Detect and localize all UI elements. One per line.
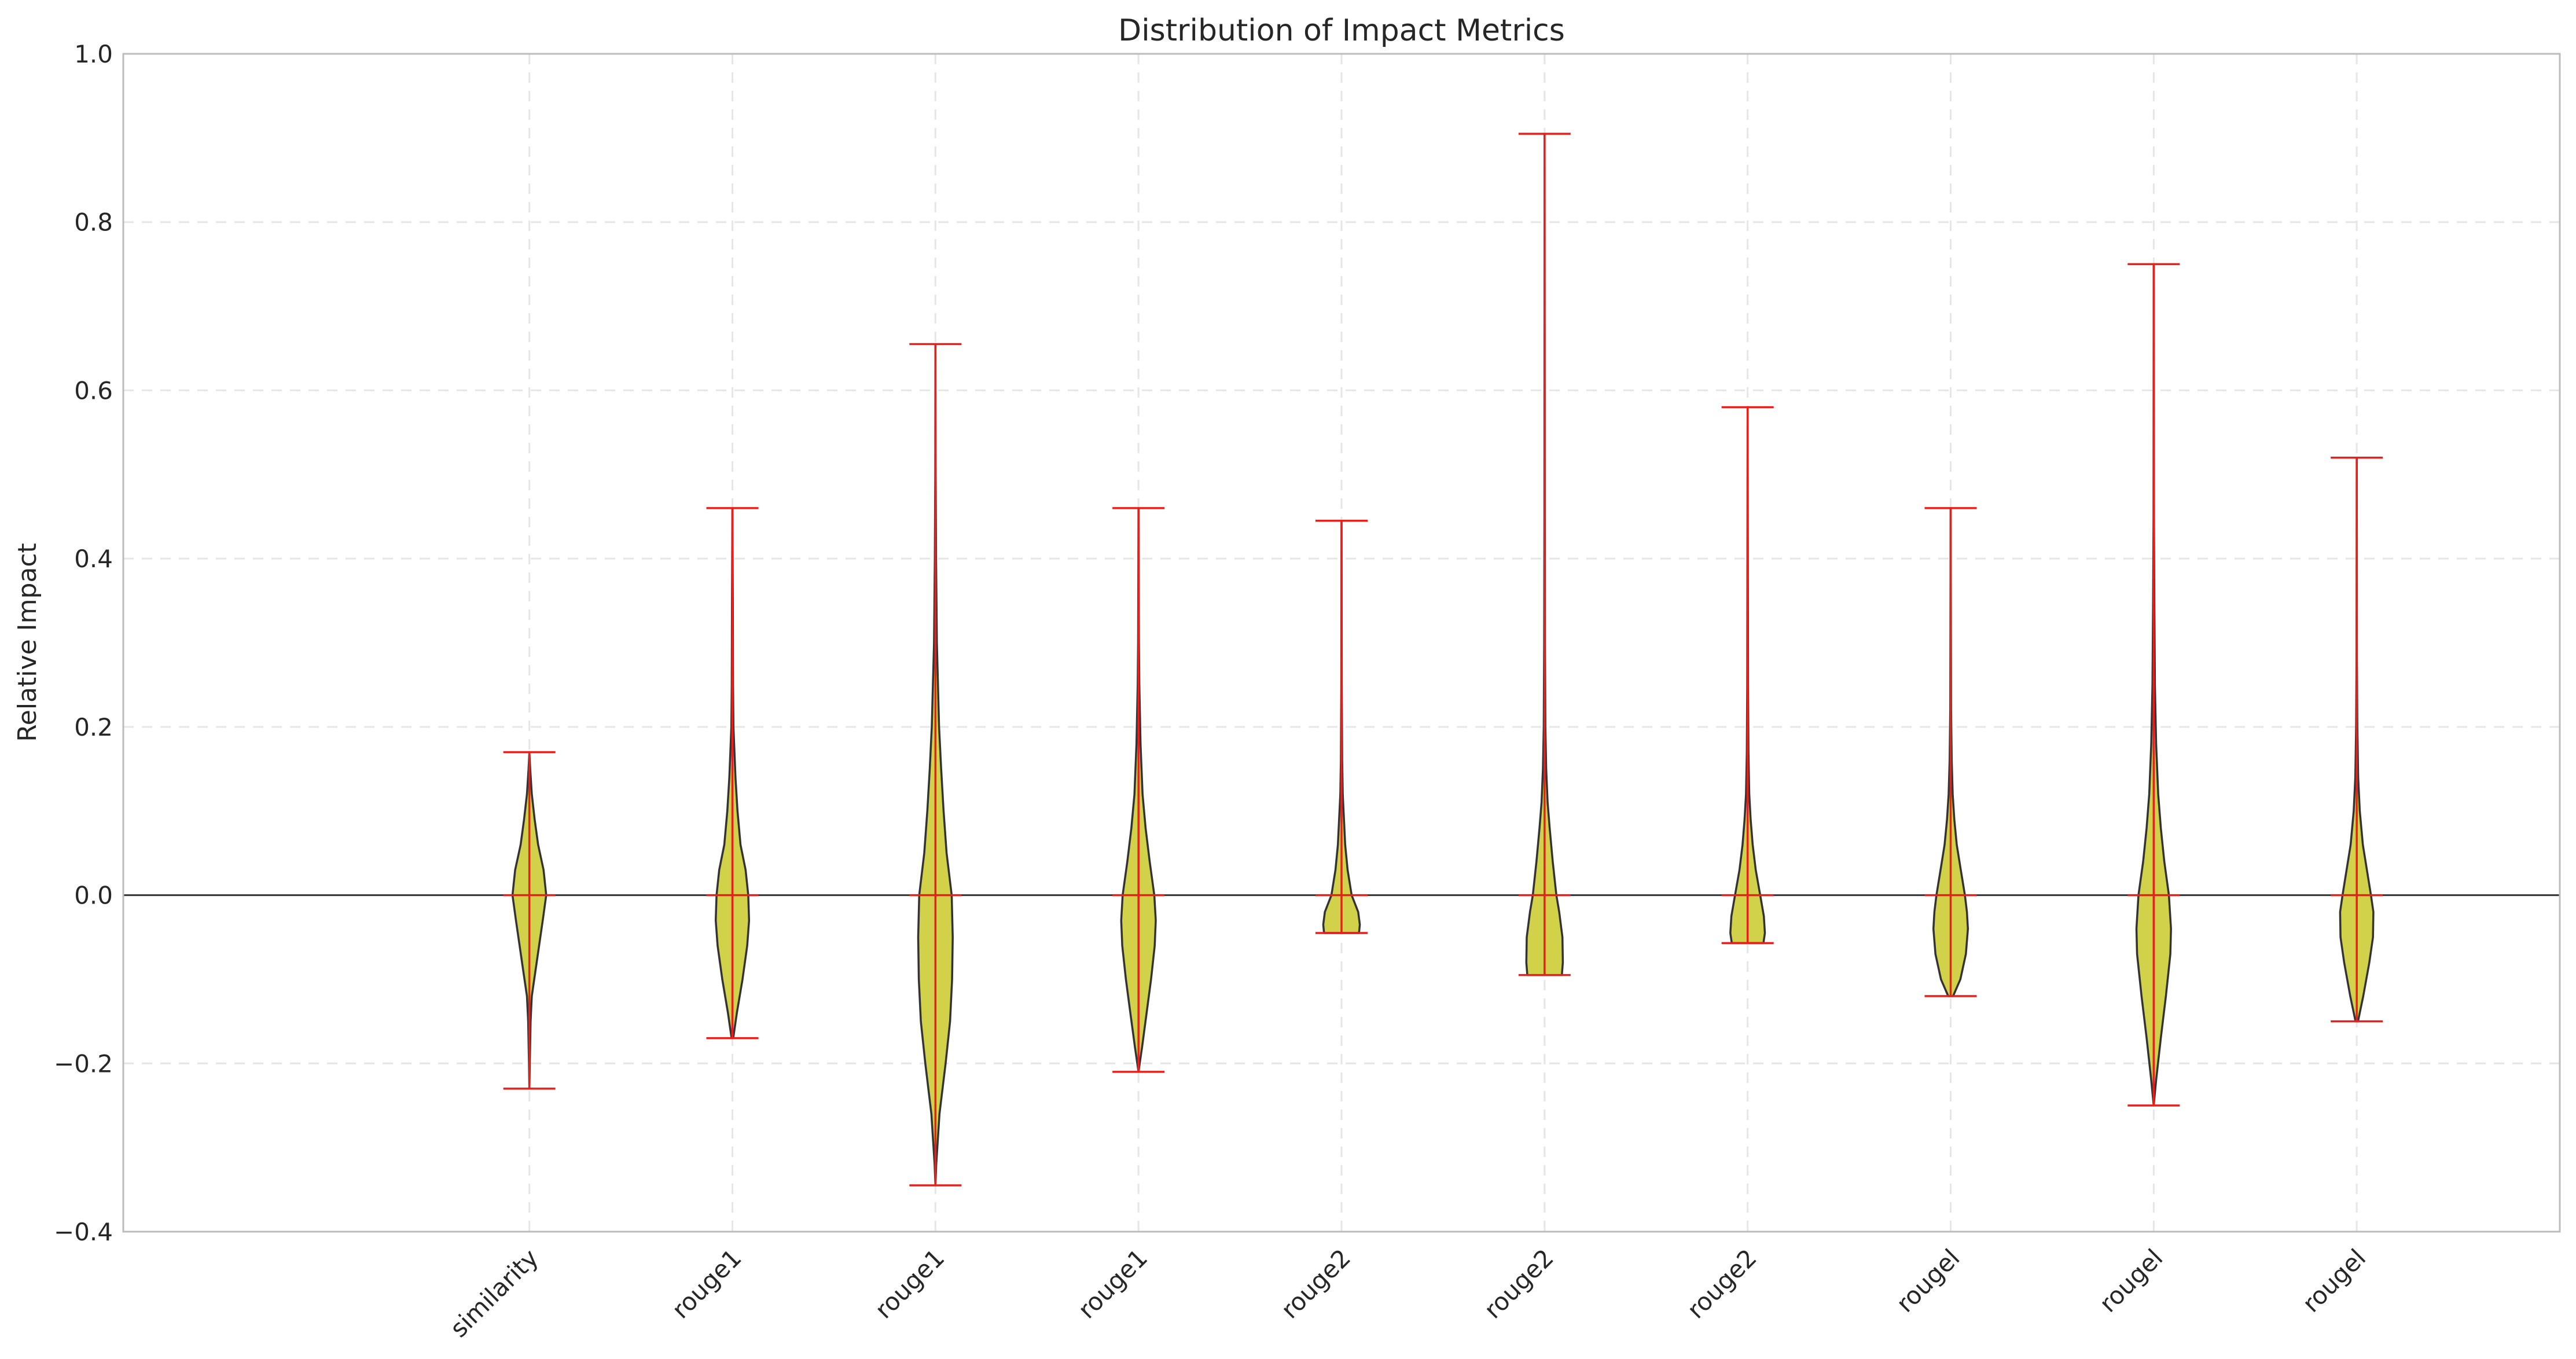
violin-8 [2127, 263, 2180, 1107]
y-tick-labels: −0.4 −0.2 0.0 0.2 0.4 0.6 0.8 1.0 [54, 40, 113, 1246]
x-tick-label-4: rouge2 [1276, 1243, 1356, 1324]
violin-5 [1518, 133, 1571, 976]
y-tick-label-4: 0.4 [74, 545, 113, 573]
violins [503, 133, 2383, 1187]
x-tick-labels: similarity rouge1 rouge1 rouge1 rouge2 rouge2… [444, 1243, 2371, 1343]
y-tick-label-1: −0.2 [54, 1049, 113, 1078]
violin-3 [1112, 507, 1165, 1073]
y-tick-label-2: 0.0 [74, 881, 113, 910]
x-tick-label-0: similarity [444, 1243, 544, 1343]
y-tick-label-0: −0.4 [54, 1218, 113, 1246]
violin-6 [1721, 406, 1774, 945]
x-tick-label-5: rouge2 [1479, 1243, 1559, 1324]
violin-2 [909, 343, 962, 1187]
x-tick-label-1: rouge1 [666, 1243, 747, 1324]
x-tick-label-2: rouge1 [869, 1243, 950, 1324]
plot-frame [122, 53, 2561, 1233]
y-tick-label-5: 0.6 [74, 376, 113, 405]
chart-title: Distribution of Impact Metrics [1118, 13, 1565, 48]
violin-1 [706, 507, 759, 1040]
violin-0 [503, 751, 556, 1090]
y-tick-label-6: 0.8 [74, 208, 113, 237]
y-tick-label-3: 0.2 [74, 713, 113, 741]
y-axis-label: Relative Impact [13, 543, 42, 742]
x-tick-label-3: rouge1 [1072, 1243, 1153, 1324]
x-tick-label-6: rouge2 [1682, 1243, 1762, 1324]
x-tick-label-9: rougel [2297, 1243, 2372, 1318]
violin-7 [1924, 507, 1977, 997]
x-tick-label-8: rougel [2094, 1243, 2169, 1318]
x-tick-label-7: rougel [1891, 1243, 1965, 1318]
y-tick-label-7: 1.0 [74, 40, 113, 68]
violin-4 [1315, 519, 1368, 934]
violin-9 [2331, 456, 2383, 1023]
